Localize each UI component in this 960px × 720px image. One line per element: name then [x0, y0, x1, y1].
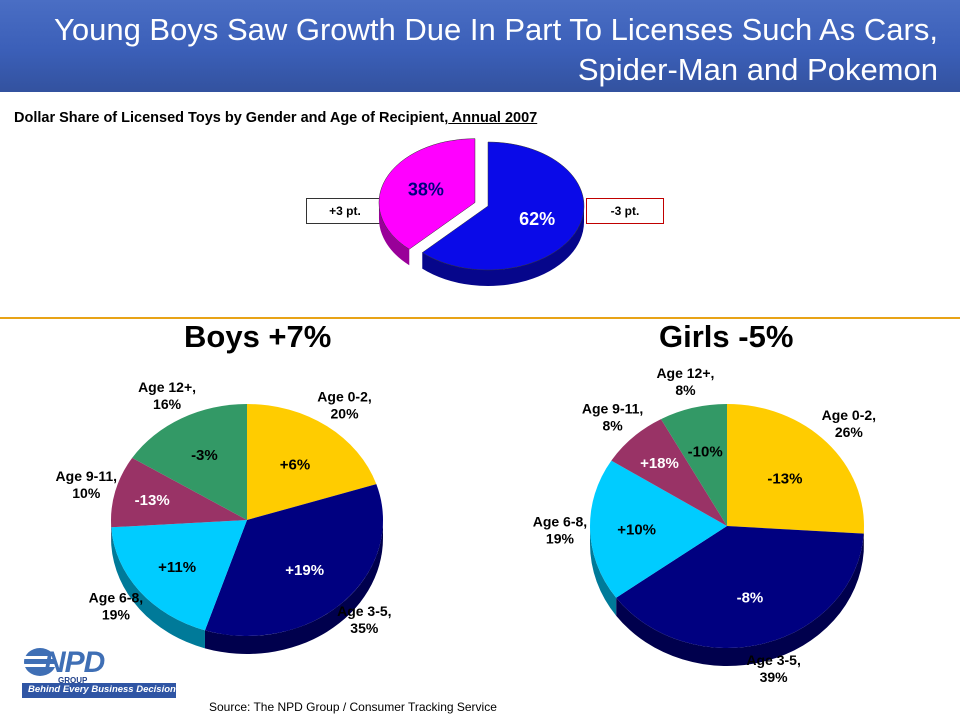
boys-chart-title: Boys +7%	[184, 319, 332, 354]
boys-slice-0	[247, 404, 377, 520]
gender-change-label-1: 38%	[408, 180, 444, 200]
subtitle-period: Annual 2007	[448, 110, 538, 126]
girls-change-label-4: -10%	[688, 443, 723, 460]
gender-slice-0	[421, 141, 585, 271]
girls-slice-4	[660, 404, 727, 526]
girls-category-label-3: Age 9-11, 8%	[582, 401, 643, 434]
girls-change-label-2: +10%	[617, 522, 656, 539]
logo-group-text: GROUP	[58, 676, 88, 685]
girls-slice-0	[727, 404, 864, 534]
girls-slice-2	[590, 460, 727, 598]
gender-slice-1	[378, 138, 476, 250]
logo-wordmark: NPD	[44, 646, 105, 679]
subtitle-main: Dollar Share of Licensed Toys by Gender …	[14, 110, 449, 126]
girls-change-label-3: +18%	[640, 455, 679, 472]
boys-slice-side-1	[204, 520, 383, 655]
girls-slice-side-2	[590, 526, 617, 616]
slide-title: Young Boys Saw Growth Due In Part To Lic…	[54, 12, 938, 87]
boys-slice-1	[204, 484, 384, 637]
boys-slice-3	[111, 457, 248, 528]
gender-change-label-0: 62%	[519, 209, 555, 229]
boys-change-box: +3 pt.	[306, 198, 384, 224]
boys-slice-side-2	[111, 527, 205, 649]
girls-slice-3	[611, 419, 727, 526]
source-note: Source: The NPD Group / Consumer Trackin…	[209, 700, 497, 714]
boys-category-label-4: Age 12+, 16%	[138, 379, 196, 412]
boys-category-label-1: Age 3-5, 35%	[337, 603, 391, 636]
girls-category-label-2: Age 6-8, 19%	[533, 514, 587, 547]
boys-category-label-0: Age 0-2, 20%	[317, 389, 371, 422]
girls-change-label-1: -8%	[737, 589, 764, 606]
chart-subtitle: Dollar Share of Licensed Toys by Gender …	[14, 107, 654, 129]
boys-change-label-3: -13%	[135, 492, 170, 509]
boys-slice-4	[132, 404, 247, 520]
gender-slice-side-0	[422, 206, 584, 286]
boys-change-label-1: +19%	[285, 562, 324, 579]
section-divider	[0, 317, 960, 319]
boys-change-label-2: +11%	[158, 559, 196, 576]
logo-tagline-bar	[22, 683, 176, 698]
girls-category-label-1: Age 3-5, 39%	[746, 652, 800, 685]
boys-change-label-4: -3%	[191, 447, 218, 464]
girls-chart-title: Girls -5%	[659, 319, 794, 354]
girls-slice-1	[616, 526, 864, 648]
boys-category-label-3: Age 9-11, 10%	[56, 468, 117, 501]
title-bar	[0, 0, 960, 92]
boys-change-label-0: +6%	[280, 457, 310, 474]
boys-slice-2	[111, 520, 247, 631]
gender-slice-side-1	[378, 202, 410, 266]
logo-tagline: Behind Every Business Decision	[28, 684, 176, 695]
girls-category-label-0: Age 0-2, 26%	[822, 407, 876, 440]
girls-change-box: -3 pt.	[586, 198, 664, 224]
girls-change-label-0: -13%	[767, 471, 802, 488]
girls-category-label-4: Age 12+, 8%	[656, 365, 714, 398]
girls-slice-side-1	[616, 533, 864, 666]
boys-category-label-2: Age 6-8, 19%	[89, 590, 143, 623]
